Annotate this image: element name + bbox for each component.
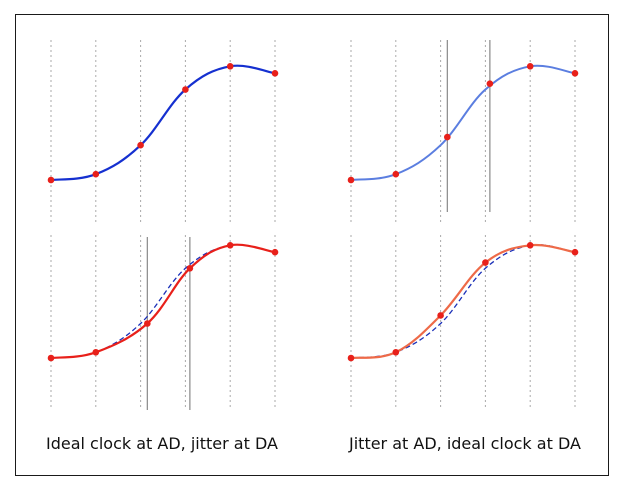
sample-dot-top-left-3 bbox=[182, 86, 189, 93]
sample-dot-bottom-left-2 bbox=[144, 320, 151, 327]
caption-right: Jitter at AD, ideal clock at DA bbox=[349, 434, 581, 453]
sample-dot-bottom-right-2 bbox=[437, 312, 444, 319]
sample-dot-bottom-right-5 bbox=[571, 248, 579, 256]
sample-dot-bottom-left-4 bbox=[226, 242, 234, 249]
figure-frame bbox=[15, 14, 609, 476]
sample-dot-top-right-1 bbox=[392, 170, 400, 178]
sample-dot-bottom-left-0 bbox=[47, 354, 55, 362]
sample-dot-top-right-3 bbox=[486, 80, 494, 88]
curve-top-left-ideal-signal bbox=[50, 64, 276, 182]
curve-top-right-ideal-signal bbox=[350, 64, 576, 181]
sample-dot-bottom-right-0 bbox=[347, 354, 355, 362]
sample-dot-top-left-4 bbox=[226, 63, 234, 70]
sample-dot-top-left-1 bbox=[92, 170, 100, 178]
sample-dot-top-right-2 bbox=[444, 133, 451, 141]
sample-dot-top-right-4 bbox=[526, 63, 534, 70]
sample-dot-bottom-right-1 bbox=[392, 348, 400, 356]
curve-bottom-right-original bbox=[350, 244, 576, 359]
curve-bottom-left-reconstructed bbox=[50, 243, 276, 360]
sample-dot-bottom-left-3 bbox=[186, 265, 194, 272]
curve-bottom-left-original bbox=[50, 244, 276, 359]
sample-dot-bottom-right-4 bbox=[526, 242, 534, 249]
sample-dot-top-left-2 bbox=[137, 141, 144, 149]
sample-dot-bottom-left-5 bbox=[271, 248, 279, 256]
sample-dot-top-right-5 bbox=[571, 69, 579, 77]
sample-dot-top-left-5 bbox=[271, 69, 279, 77]
curve-bottom-right-reconstructed bbox=[350, 243, 576, 360]
sample-dot-bottom-left-1 bbox=[92, 348, 100, 356]
sample-dot-top-right-0 bbox=[347, 176, 355, 184]
sample-dot-top-left-0 bbox=[47, 176, 55, 184]
sample-dot-bottom-right-3 bbox=[482, 259, 489, 266]
caption-left: Ideal clock at AD, jitter at DA bbox=[46, 434, 278, 453]
